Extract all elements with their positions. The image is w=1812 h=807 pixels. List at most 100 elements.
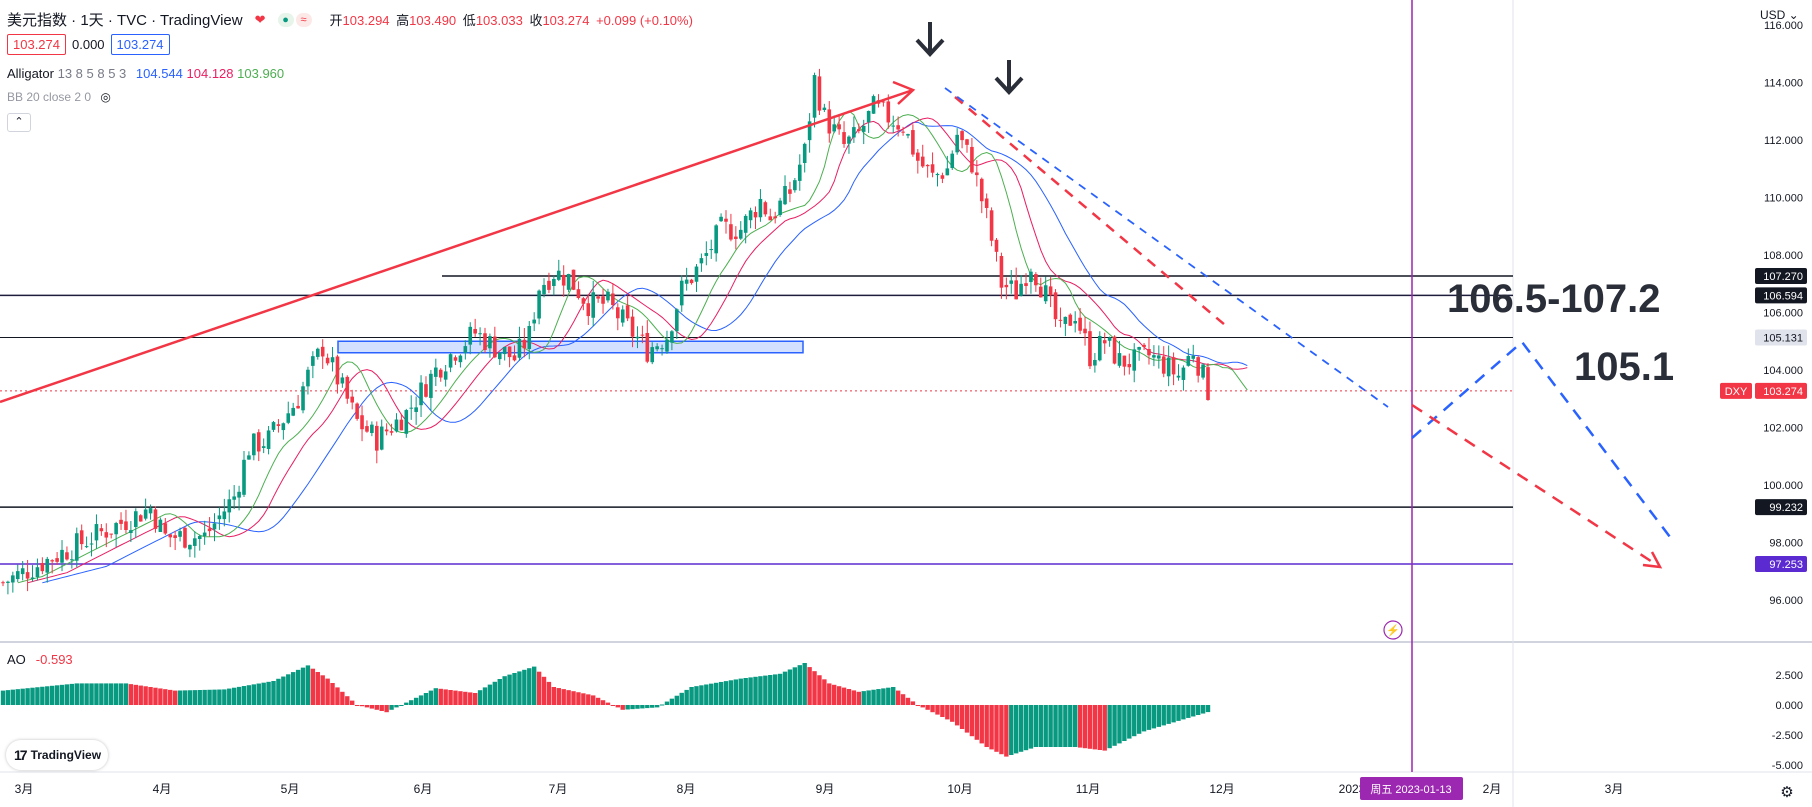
candle — [242, 459, 246, 495]
time-tick-label: 4月 — [153, 782, 172, 796]
bb-legend[interactable]: BB 20 close 2 0 ◎ — [7, 90, 111, 104]
price-tick-label: 96.000 — [1769, 595, 1803, 607]
candle — [153, 509, 158, 529]
ao-bar — [689, 687, 694, 705]
candle — [866, 110, 871, 123]
candle — [394, 419, 399, 432]
sell-button[interactable]: 103.274 — [7, 34, 66, 55]
candle — [266, 430, 271, 449]
candle — [355, 403, 359, 419]
ao-bar — [236, 686, 242, 705]
ao-bar — [704, 684, 709, 705]
dashed-red-trend — [954, 96, 1226, 326]
ao-bar — [172, 690, 178, 705]
price-tag — [1755, 382, 1807, 399]
candle — [802, 143, 807, 164]
ao-bar — [1146, 705, 1152, 730]
down-arrow-icon-head — [915, 38, 945, 57]
ao-bar — [1136, 705, 1142, 734]
ao-bar — [202, 689, 207, 705]
candle — [935, 173, 940, 176]
ao-bar — [1141, 705, 1147, 732]
currency-selector[interactable]: USD ⌄ — [1760, 8, 1799, 22]
ao-bar — [389, 705, 394, 710]
candle — [542, 284, 546, 295]
gear-icon[interactable]: ⚙ — [1780, 784, 1793, 801]
ao-bar — [438, 688, 443, 705]
ao-bar — [251, 684, 257, 705]
support-zone — [337, 340, 804, 354]
ao-legend[interactable]: AO -0.593 — [7, 652, 73, 667]
ao-bar — [787, 669, 793, 705]
candle — [252, 433, 256, 456]
ao-bar — [763, 675, 768, 705]
ao-bar — [669, 698, 675, 705]
candle — [1073, 321, 1078, 324]
lightning-icon — [1383, 620, 1403, 640]
candle — [837, 124, 841, 130]
price-tick-label: 98.000 — [1769, 538, 1803, 550]
alligator-teeth — [27, 117, 1248, 584]
candle — [615, 307, 620, 319]
tradingview-logo[interactable]: 17 TradingView — [6, 740, 108, 770]
ohlc-values: 开103.294 高103.490 低103.033 收103.274 +0.0… — [329, 13, 693, 28]
candle — [891, 125, 896, 127]
candle — [1152, 355, 1156, 358]
candle — [689, 279, 694, 284]
candle — [1196, 357, 1200, 376]
time-tick-label: 6月 — [414, 782, 433, 796]
candle — [163, 523, 168, 534]
ao-bar — [1082, 705, 1088, 749]
candle — [527, 325, 532, 350]
date-badge-label: 周五 2023-01-13 — [1370, 783, 1451, 796]
candle — [753, 212, 758, 218]
candle — [714, 225, 718, 254]
ao-bar — [709, 683, 714, 705]
ao-bar — [1200, 705, 1206, 714]
candle — [709, 249, 714, 251]
time-tick-label: 5月 — [281, 782, 300, 796]
price-tag — [1755, 287, 1807, 304]
ao-bar — [994, 705, 999, 752]
buy-button[interactable]: 103.274 — [110, 34, 170, 55]
ao-bar — [143, 686, 148, 705]
candle — [679, 280, 684, 306]
ao-bar — [822, 679, 827, 705]
ao-bar — [1013, 705, 1019, 754]
candle — [566, 274, 571, 290]
candle — [286, 413, 291, 423]
ao-bar — [1176, 705, 1181, 721]
candle — [315, 348, 320, 357]
indicator-status-icons[interactable]: ● ≈ — [277, 12, 312, 27]
heart-icon[interactable]: ❤ — [254, 11, 266, 27]
ao-bar — [468, 692, 473, 705]
candle — [778, 200, 782, 215]
alligator-legend[interactable]: Alligator 13 8 5 8 5 3 104.544 104.128 1… — [7, 66, 285, 81]
ao-bar — [856, 691, 861, 705]
ao-bar — [290, 672, 296, 705]
candle — [488, 336, 492, 349]
ao-bar — [364, 705, 370, 708]
collapse-legend-button[interactable]: ⌃ — [7, 113, 31, 132]
symbol-title[interactable]: 美元指数 · 1天 · TVC · TradingView — [7, 12, 243, 29]
candle — [409, 407, 414, 409]
candle — [1063, 316, 1068, 324]
ao-bar — [354, 705, 360, 706]
candle — [871, 96, 876, 114]
ao-bar — [1205, 705, 1211, 713]
candle — [665, 339, 669, 352]
ao-bar — [984, 705, 989, 747]
ao-bar — [305, 665, 311, 705]
alligator-lips — [17, 110, 1248, 584]
ao-bar — [212, 689, 217, 705]
candle — [586, 303, 591, 317]
candle — [1093, 359, 1097, 366]
candle — [424, 384, 428, 397]
ao-bar — [945, 705, 950, 720]
candle — [281, 423, 286, 431]
candle — [1137, 347, 1141, 350]
price-tag — [1755, 499, 1807, 516]
candle — [994, 239, 999, 252]
candle — [576, 289, 581, 299]
